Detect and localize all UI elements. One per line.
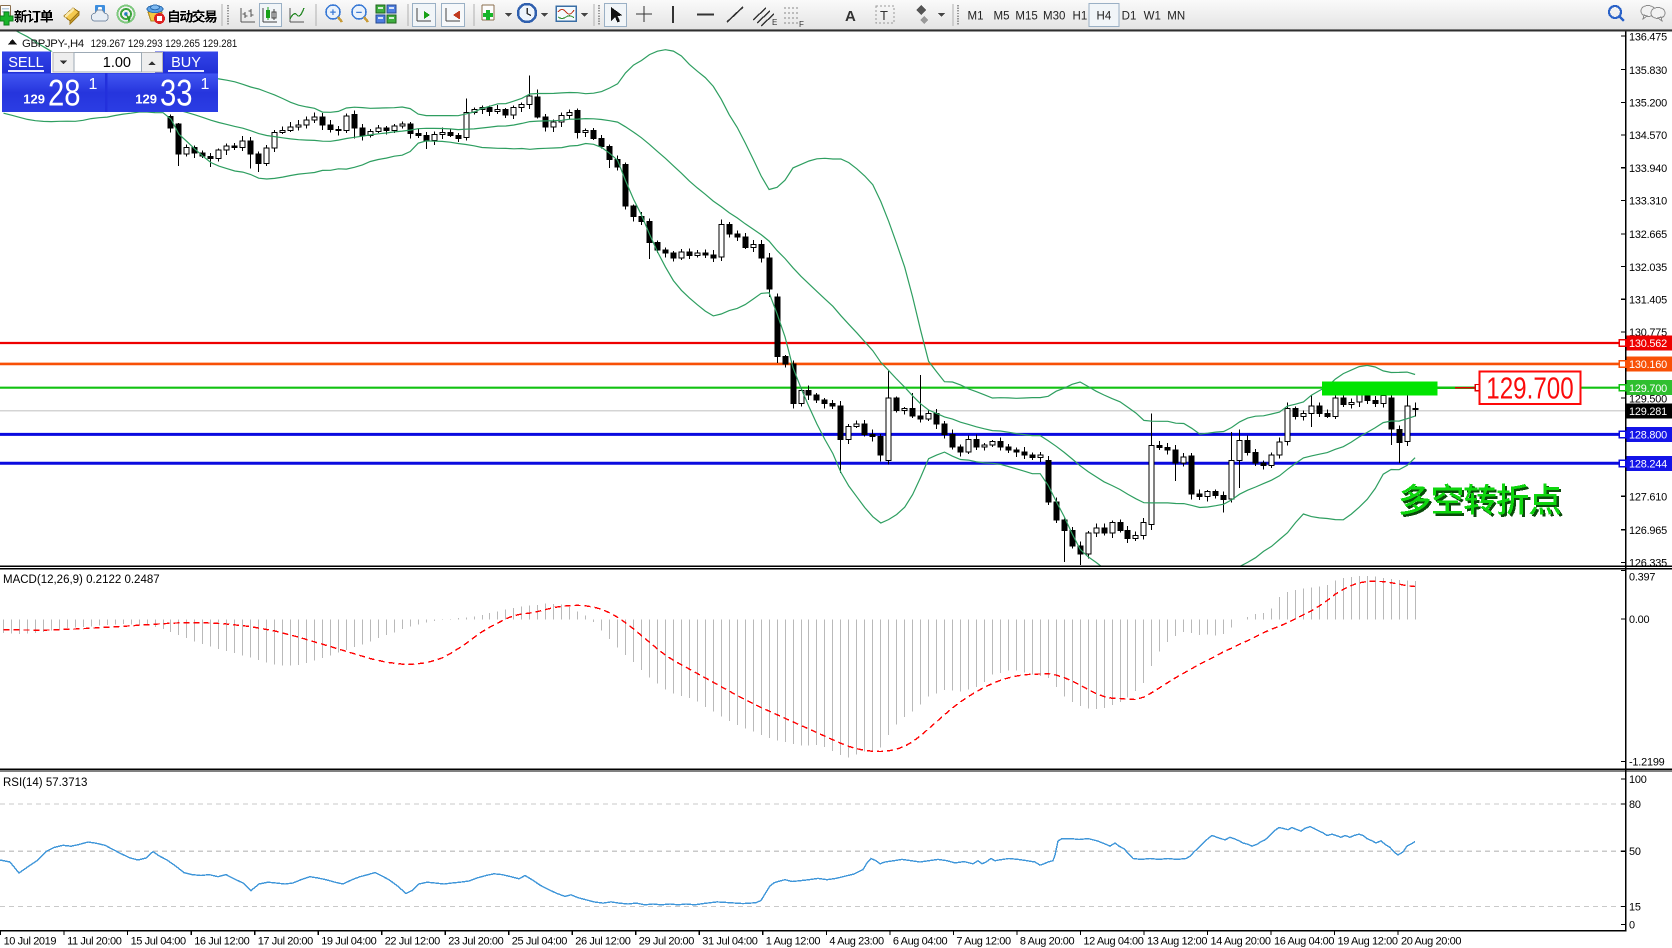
- svg-text:132.035: 132.035: [1629, 262, 1667, 274]
- svg-text:16 Aug 04:00: 16 Aug 04:00: [1274, 936, 1334, 948]
- svg-text:M5: M5: [994, 11, 1010, 23]
- svg-text:16 Jul 12:00: 16 Jul 12:00: [194, 936, 249, 948]
- svg-text:0: 0: [1629, 920, 1635, 932]
- svg-text:+: +: [330, 7, 336, 19]
- svg-text:11 Jul 20:00: 11 Jul 20:00: [67, 936, 122, 948]
- svg-text:19 Jul 04:00: 19 Jul 04:00: [321, 936, 376, 948]
- svg-text:1.00: 1.00: [103, 55, 131, 71]
- svg-text:13 Aug 12:00: 13 Aug 12:00: [1147, 936, 1207, 948]
- svg-text:129: 129: [23, 92, 45, 107]
- svg-text:0.00: 0.00: [1629, 614, 1650, 626]
- svg-text:26 Jul 12:00: 26 Jul 12:00: [575, 936, 630, 948]
- svg-text:A: A: [845, 8, 856, 25]
- svg-text:15: 15: [1629, 902, 1641, 914]
- svg-text:MN: MN: [1167, 11, 1185, 23]
- svg-text:D1: D1: [1122, 11, 1137, 23]
- svg-text:15 Jul 04:00: 15 Jul 04:00: [131, 936, 186, 948]
- svg-text:50: 50: [1629, 846, 1641, 858]
- svg-text:129.700: 129.700: [1486, 371, 1573, 406]
- svg-text:RSI(14) 57.3713: RSI(14) 57.3713: [3, 777, 87, 789]
- svg-text:135.200: 135.200: [1629, 98, 1667, 110]
- svg-text:F: F: [799, 20, 804, 29]
- svg-text:1: 1: [201, 76, 210, 93]
- svg-text:22 Jul 12:00: 22 Jul 12:00: [385, 936, 440, 948]
- svg-text:M15: M15: [1015, 11, 1037, 23]
- svg-text:23 Jul 20:00: 23 Jul 20:00: [448, 936, 503, 948]
- svg-text:133.310: 133.310: [1629, 196, 1667, 208]
- svg-text:BUY: BUY: [171, 55, 201, 71]
- svg-text:128.244: 128.244: [1629, 459, 1667, 471]
- svg-text:7 Aug 12:00: 7 Aug 12:00: [956, 936, 1011, 948]
- svg-text:133.940: 133.940: [1629, 163, 1667, 175]
- svg-text:31 Jul 04:00: 31 Jul 04:00: [702, 936, 757, 948]
- svg-text:14 Aug 20:00: 14 Aug 20:00: [1211, 936, 1271, 948]
- svg-text:12 Aug 04:00: 12 Aug 04:00: [1083, 936, 1143, 948]
- svg-text:127.610: 127.610: [1629, 491, 1667, 503]
- svg-text:20 Aug 20:00: 20 Aug 20:00: [1401, 936, 1461, 948]
- svg-text:25 Jul 04:00: 25 Jul 04:00: [512, 936, 567, 948]
- svg-text:MACD(12,26,9) 0.2122 0.2487: MACD(12,26,9) 0.2122 0.2487: [3, 574, 160, 586]
- svg-text:E: E: [772, 18, 777, 27]
- svg-text:0.397: 0.397: [1629, 572, 1655, 584]
- svg-text:6 Aug 04:00: 6 Aug 04:00: [893, 936, 948, 948]
- svg-text:33: 33: [160, 73, 193, 114]
- svg-text:29 Jul 20:00: 29 Jul 20:00: [639, 936, 694, 948]
- svg-text:130.160: 130.160: [1629, 359, 1667, 371]
- svg-text:126.335: 126.335: [1629, 558, 1667, 570]
- svg-text:H4: H4: [1097, 11, 1112, 23]
- svg-text:-1.2199: -1.2199: [1629, 756, 1665, 768]
- svg-text:128.800: 128.800: [1629, 430, 1667, 442]
- svg-text:131.405: 131.405: [1629, 294, 1667, 306]
- svg-text:129: 129: [135, 92, 157, 107]
- svg-text:129.500: 129.500: [1629, 393, 1667, 405]
- svg-text:−: −: [356, 7, 362, 19]
- svg-text:136.475: 136.475: [1629, 31, 1667, 43]
- svg-text:126.965: 126.965: [1629, 525, 1667, 537]
- svg-text:8 Aug 20:00: 8 Aug 20:00: [1020, 936, 1075, 948]
- svg-text:1: 1: [89, 76, 98, 93]
- svg-text:10 Jul 2019: 10 Jul 2019: [4, 936, 57, 948]
- svg-text:100: 100: [1629, 774, 1647, 786]
- svg-text:134.570: 134.570: [1629, 130, 1667, 142]
- svg-text:28: 28: [48, 73, 81, 114]
- svg-text:SELL: SELL: [8, 55, 43, 71]
- svg-text:W1: W1: [1144, 11, 1161, 23]
- svg-text:M30: M30: [1043, 11, 1065, 23]
- svg-text:130.562: 130.562: [1629, 338, 1667, 350]
- svg-text:132.665: 132.665: [1629, 229, 1667, 241]
- svg-text:129.281: 129.281: [1629, 406, 1667, 418]
- svg-text:129.700: 129.700: [1629, 383, 1667, 395]
- svg-text:135.830: 135.830: [1629, 65, 1667, 77]
- svg-text:17 Jul 20:00: 17 Jul 20:00: [258, 936, 313, 948]
- svg-text:80: 80: [1629, 799, 1641, 811]
- svg-text:M1: M1: [968, 11, 984, 23]
- svg-text:19 Aug 12:00: 19 Aug 12:00: [1338, 936, 1398, 948]
- svg-text:T: T: [880, 8, 888, 23]
- svg-text:4 Aug 23:00: 4 Aug 23:00: [829, 936, 884, 948]
- svg-text:GBPJPY-,H4: GBPJPY-,H4: [22, 38, 84, 50]
- svg-text:H1: H1: [1073, 11, 1088, 23]
- svg-text:129.267 129.293 129.265 129.28: 129.267 129.293 129.265 129.281: [91, 38, 238, 50]
- svg-text:1 Aug 12:00: 1 Aug 12:00: [766, 936, 821, 948]
